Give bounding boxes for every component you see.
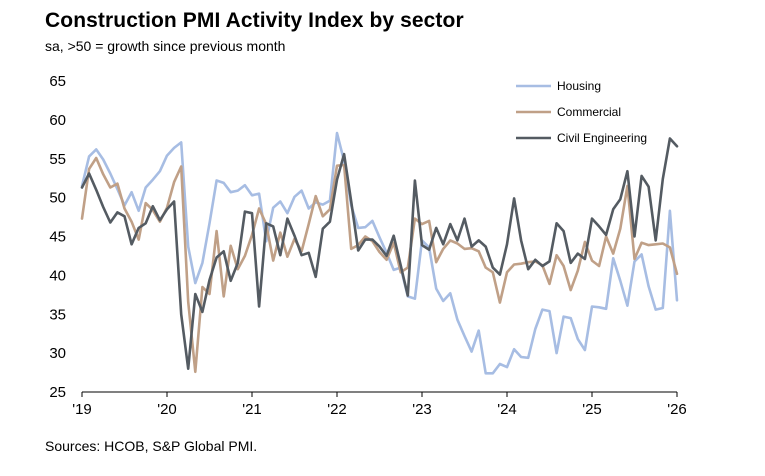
y-tick-label: 45 — [49, 229, 66, 246]
y-tick-label: 35 — [49, 306, 66, 323]
series-line-civil-engineering — [80, 137, 679, 371]
x-tick-label: '25 — [582, 401, 602, 418]
x-tick-label: '24 — [497, 401, 517, 418]
x-tick-label: '20 — [157, 401, 177, 418]
chart-series — [80, 131, 679, 375]
y-tick-label: 40 — [49, 267, 66, 284]
chart-legend: Housing Commercial Civil Engineering — [516, 79, 647, 145]
y-tick-label: 55 — [49, 151, 66, 168]
x-tick-label: '21 — [242, 401, 262, 418]
legend-label-civil-engineering: Civil Engineering — [557, 131, 647, 145]
y-tick-label: 65 — [49, 73, 66, 90]
x-tick-label: '19 — [72, 401, 92, 418]
x-tick-label: '26 — [667, 401, 687, 418]
y-tick-label: 30 — [49, 345, 66, 362]
chart-source: Sources: HCOB, S&P Global PMI. — [45, 438, 258, 454]
x-tick-label: '22 — [327, 401, 347, 418]
x-tick-label: '23 — [412, 401, 432, 418]
series-line-housing — [80, 131, 679, 375]
chart-title: Construction PMI Activity Index by secto… — [45, 9, 464, 32]
legend-label-housing: Housing — [557, 79, 601, 93]
legend-label-commercial: Commercial — [557, 105, 621, 119]
y-tick-label: 25 — [49, 384, 66, 401]
y-tick-label: 50 — [49, 190, 66, 207]
chart-axes: 25 30 35 40 45 50 55 60 65 '19 '20 '21 '22 '23 '24 '25 '… — [49, 73, 686, 418]
y-tick-label: 60 — [49, 112, 66, 129]
series-line-commercial — [80, 156, 679, 374]
chart-subtitle: sa, >50 = growth since previous month — [45, 38, 286, 54]
